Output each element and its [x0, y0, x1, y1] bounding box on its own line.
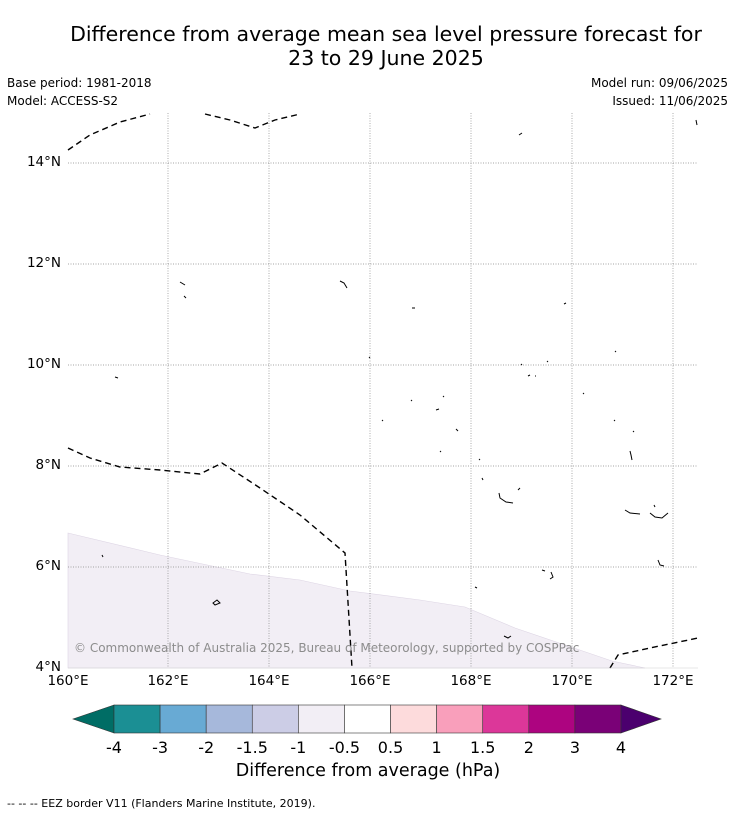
- gridlines: [68, 113, 698, 668]
- island: [478, 458, 481, 461]
- island: [179, 281, 186, 286]
- island: [517, 487, 521, 491]
- colorbar: [72, 704, 662, 734]
- colorbar-segment: [251, 704, 299, 734]
- model-run: Model run: 09/06/2025: [590, 76, 728, 90]
- colorbar-segment: [113, 704, 161, 734]
- title-line-1: Difference from average mean sea level p…: [70, 22, 702, 46]
- island: [624, 509, 641, 515]
- island: [439, 450, 442, 453]
- colorbar-segment: [528, 704, 576, 734]
- lon-label-162: 162°E: [147, 673, 189, 689]
- island: [381, 419, 384, 422]
- colorbar-segment: [344, 704, 391, 734]
- island: [614, 350, 617, 353]
- lat-label-6: 6°N: [35, 558, 61, 574]
- colorbar-tick-label: 1: [431, 738, 442, 757]
- lon-label-172: 172°E: [652, 673, 694, 689]
- lat-label-4: 4°N: [35, 659, 61, 675]
- colorbar-segment: [205, 704, 253, 734]
- colorbar-tick-label: 2: [523, 738, 534, 757]
- island: [474, 586, 478, 589]
- colorbar-segment: [436, 704, 484, 734]
- island: [632, 430, 635, 433]
- lat-label-10: 10°N: [26, 356, 61, 372]
- colorbar-segment: [298, 704, 345, 734]
- colorbar-tick-label: -1: [290, 738, 307, 757]
- issued-date: Issued: 11/06/2025: [612, 94, 728, 108]
- lon-label-166: 166°E: [349, 673, 391, 689]
- colorbar-segment: [159, 704, 207, 734]
- colorbar-title: Difference from average (hPa): [235, 761, 501, 781]
- colorbar-tick-label: 3: [569, 738, 580, 757]
- island: [563, 302, 567, 305]
- island: [455, 428, 459, 432]
- colorbar-segment: [482, 704, 530, 734]
- island: [503, 635, 512, 639]
- colorbar-tick-label: -1.5: [236, 738, 268, 757]
- copyright-notice: © Commonwealth of Australia 2025, Bureau…: [74, 641, 580, 655]
- island: [101, 554, 104, 558]
- colorbar-tick-label: -2: [198, 738, 215, 757]
- eez-border-north-2: [204, 113, 301, 129]
- title-line-2: 23 to 29 June 2025: [288, 46, 484, 70]
- island: [368, 356, 371, 359]
- island: [629, 450, 633, 461]
- island: [114, 376, 119, 379]
- map-title: Difference from average mean sea level p…: [0, 22, 736, 70]
- island: [410, 399, 413, 402]
- island: [498, 492, 514, 504]
- base-period: Base period: 1981-2018: [7, 76, 152, 90]
- model-name: Model: ACCESS-S2: [7, 94, 119, 108]
- island: [518, 132, 523, 136]
- colorbar-over-arrow: [620, 704, 662, 734]
- island: [695, 119, 698, 126]
- lon-label-164: 164°E: [248, 673, 290, 689]
- island: [442, 395, 445, 398]
- island: [435, 408, 440, 411]
- colorbar-segment: [390, 704, 437, 734]
- lat-label-12: 12°N: [26, 255, 61, 271]
- island: [546, 360, 549, 363]
- eez-border-north: [67, 113, 151, 151]
- lon-label-160: 160°E: [47, 673, 89, 689]
- island: [212, 599, 221, 606]
- island: [339, 280, 348, 289]
- island: [183, 295, 187, 299]
- colorbar-under-arrow: [72, 704, 115, 734]
- lon-label-170: 170°E: [551, 673, 593, 689]
- island: [520, 363, 523, 366]
- eez-border-southeast: [609, 637, 699, 669]
- lon-label-168: 168°E: [450, 673, 492, 689]
- island: [649, 512, 669, 519]
- colorbar-tick-label: 0.5: [377, 738, 404, 757]
- colorbar-tick-label: -4: [106, 738, 122, 757]
- island: [613, 419, 616, 422]
- island: [657, 559, 665, 567]
- island: [481, 477, 484, 481]
- lat-label-14: 14°N: [26, 154, 61, 170]
- eez-border-middle: [67, 447, 353, 669]
- lat-label-8: 8°N: [35, 457, 61, 473]
- colorbar-segment: [574, 704, 622, 734]
- island: [653, 504, 656, 508]
- island: [527, 374, 536, 377]
- island: [541, 569, 546, 572]
- meta-right: Model run: 09/06/2025 Issued: 11/06/2025: [591, 74, 728, 110]
- colorbar-tick-label: 1.5: [469, 738, 496, 757]
- colorbar-tick-label: -3: [152, 738, 169, 757]
- islands: [101, 119, 698, 639]
- colorbar-segments: [113, 704, 622, 734]
- meta-left: Base period: 1981-2018 Model: ACCESS-S2: [7, 74, 152, 110]
- eez-borders: [67, 113, 699, 669]
- colorbar-tick-label: 4: [615, 738, 627, 757]
- colorbar-tick-label: -0.5: [328, 738, 361, 757]
- island: [549, 571, 554, 580]
- eez-legend: -- -- -- EEZ border V11 (Flanders Marine…: [7, 797, 316, 810]
- island: [582, 392, 585, 395]
